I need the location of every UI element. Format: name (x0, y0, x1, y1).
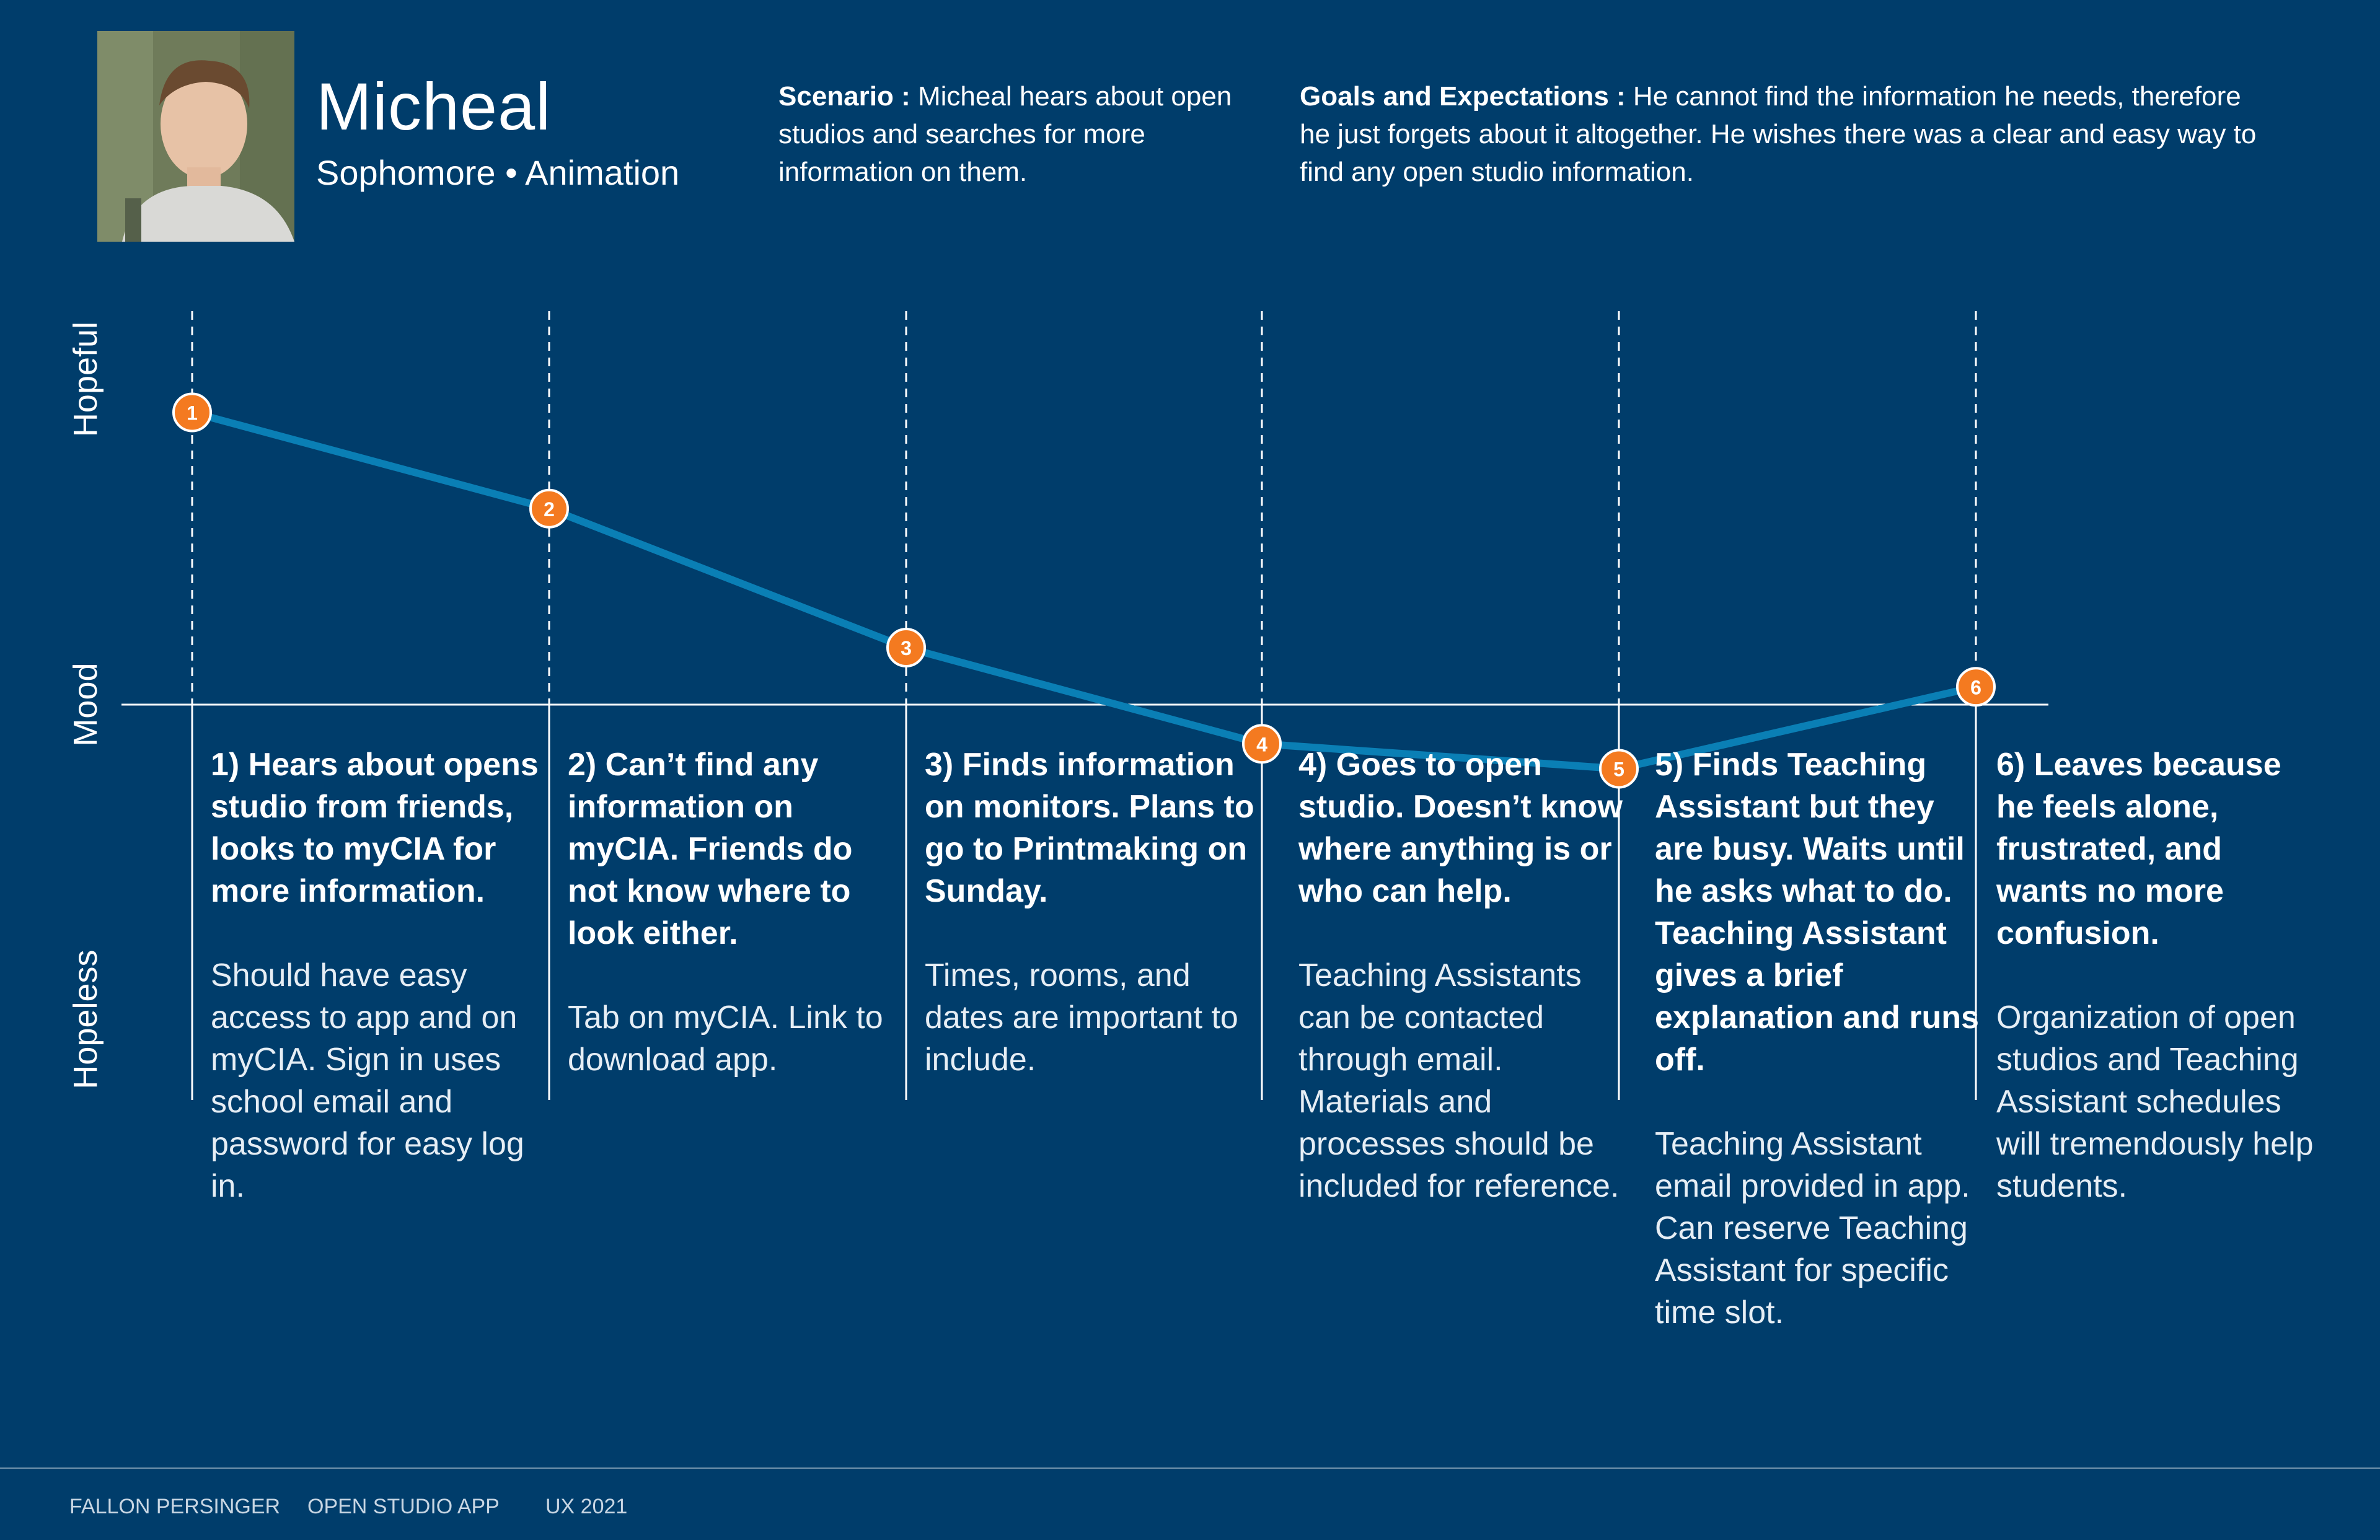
step-note: Teaching Assistants can be contacted thr… (1298, 957, 1620, 1204)
step-column-4: 4) Goes to open studio. Doesn’t know whe… (1298, 744, 1633, 1207)
step-title: 2) Can’t find any information on myCIA. … (568, 747, 853, 951)
step-column-2: 2) Can’t find any information on myCIA. … (568, 744, 902, 1081)
footer-project: OPEN STUDIO APP (307, 1495, 500, 1518)
step-column-3: 3) Finds information on monitors. Plans … (925, 744, 1259, 1081)
step-title: 4) Goes to open studio. Doesn’t know whe… (1298, 747, 1623, 909)
step-marker-label: 6 (1970, 676, 1981, 698)
step-marker-1: 1 (172, 392, 212, 433)
scenario-text: Scenario : Micheal hears about open stud… (778, 77, 1274, 191)
footer-author: FALLON PERSINGER (69, 1495, 281, 1518)
step-note: Should have easy access to app and on my… (211, 957, 524, 1204)
step-marker-circle (886, 628, 926, 667)
footer-divider (0, 1467, 2380, 1469)
step-note: Tab on myCIA. Link to download app. (568, 1000, 883, 1078)
step-marker-circle (172, 392, 212, 433)
step-note: Teaching Assistant email provided in app… (1655, 1126, 1970, 1331)
step-marker-6: 6 (1956, 667, 1996, 707)
step-title: 1) Hears about opens studio from friends… (211, 747, 539, 909)
step-marker-2: 2 (529, 488, 569, 529)
step-title: 5) Finds Teaching Assistant but they are… (1655, 747, 1979, 1078)
step-marker-circle (1242, 724, 1282, 764)
step-marker-label: 2 (544, 498, 555, 521)
step-marker-3: 3 (886, 628, 926, 667)
persona-photo (97, 31, 294, 242)
step-column-6: 6) Leaves because he feels alone, frustr… (1996, 744, 2319, 1207)
step-marker-circle (529, 488, 569, 529)
persona-role: Sophomore • Animation (316, 153, 680, 192)
footer-course: UX 2021 (545, 1495, 628, 1518)
step-marker-circle (1599, 749, 1639, 789)
step-marker-4: 4 (1242, 724, 1282, 764)
step-title: 3) Finds information on monitors. Plans … (925, 747, 1254, 909)
step-marker-label: 3 (901, 637, 912, 659)
mood-line (188, 408, 1980, 773)
step-note: Times, rooms, and dates are important to… (925, 957, 1238, 1078)
step-marker-label: 1 (187, 402, 198, 425)
step-marker-label: 5 (1613, 759, 1624, 781)
goals-label: Goals and Expectations : (1300, 81, 1626, 112)
step-title: 6) Leaves because he feels alone, frustr… (1996, 747, 2281, 951)
step-column-5: 5) Finds Teaching Assistant but they are… (1655, 744, 1990, 1334)
step-column-1: 1) Hears about opens studio from friends… (211, 744, 545, 1207)
step-note: Organization of open studios and Teachin… (1996, 1000, 2314, 1204)
scenario-body: Micheal hears about open studios and sea… (778, 81, 1232, 187)
step-marker-5: 5 (1599, 749, 1639, 789)
step-marker-label: 4 (1256, 733, 1267, 755)
persona-name: Micheal (316, 69, 552, 144)
scenario-label: Scenario : (778, 81, 910, 112)
goals-body: He cannot find the information he needs,… (1300, 81, 2257, 187)
goals-text: Goals and Expectations : He cannot find … (1300, 77, 2267, 191)
step-marker-circle (1956, 667, 1996, 707)
